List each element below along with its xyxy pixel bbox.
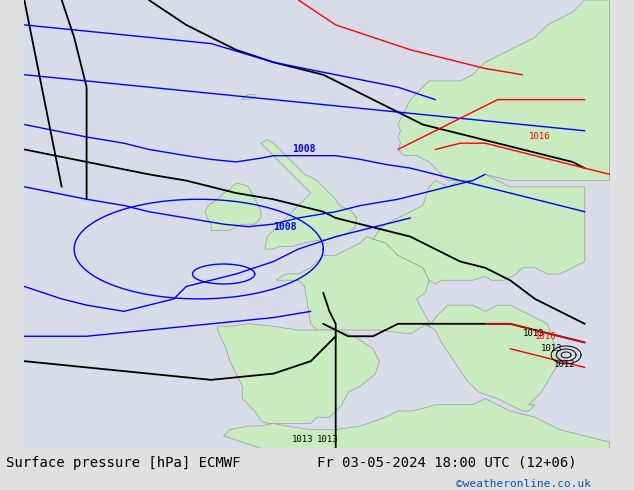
Text: Fr 03-05-2024 18:00 UTC (12+06): Fr 03-05-2024 18:00 UTC (12+06): [317, 456, 577, 470]
Polygon shape: [373, 174, 585, 284]
Text: 1013: 1013: [317, 435, 339, 444]
Text: 1016: 1016: [529, 132, 550, 142]
Text: 1013: 1013: [522, 329, 544, 338]
Text: 1013: 1013: [541, 344, 563, 353]
Polygon shape: [242, 95, 255, 99]
Polygon shape: [423, 305, 560, 411]
Polygon shape: [224, 398, 610, 448]
Polygon shape: [276, 237, 429, 334]
Text: 1008: 1008: [292, 144, 316, 154]
Text: 1008: 1008: [273, 222, 297, 232]
Text: ©weatheronline.co.uk: ©weatheronline.co.uk: [456, 479, 592, 489]
Text: 1012: 1012: [553, 361, 575, 369]
Polygon shape: [261, 140, 357, 249]
Text: 1013: 1013: [292, 435, 314, 444]
Polygon shape: [217, 324, 379, 423]
Polygon shape: [398, 0, 610, 181]
Text: Surface pressure [hPa] ECMWF: Surface pressure [hPa] ECMWF: [6, 456, 241, 470]
Polygon shape: [205, 183, 261, 230]
Text: 1016: 1016: [535, 332, 557, 341]
